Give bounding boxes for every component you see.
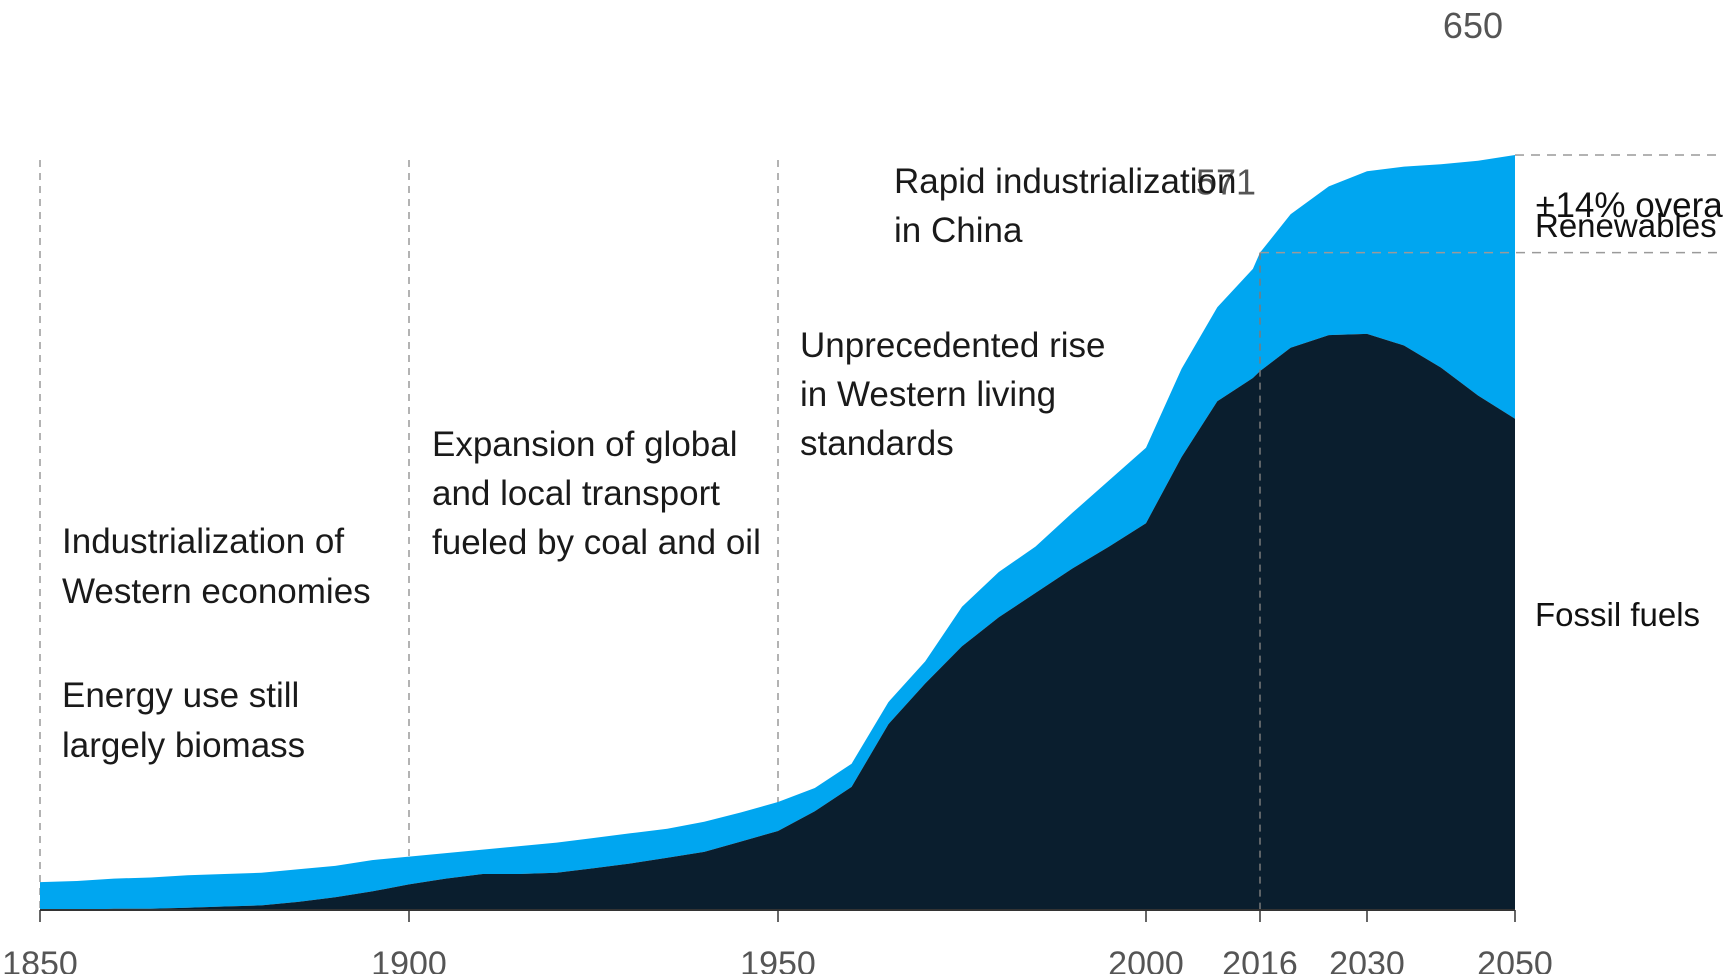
- x-tick-label-2016: 2016: [1222, 945, 1298, 974]
- annotation-unprecedented-rise: Unprecedented rise in Western living stand…: [800, 326, 1105, 463]
- area-fossil-fuels: [40, 333, 1515, 910]
- era-dividers: [39, 160, 779, 910]
- x-tick-label-2030: 2030: [1329, 945, 1405, 974]
- x-axis: 1850 1900 1950 2000 2016 2030 2050: [2, 909, 1553, 974]
- x-tick-label-1900: 1900: [371, 945, 447, 974]
- annotation-line: fueled by coal and oil: [432, 523, 761, 562]
- annotations: Industrialization of Western economies Ene…: [62, 162, 1236, 765]
- total-guides: [1259, 154, 1723, 910]
- annotation-line: Rapid industrialization: [894, 162, 1236, 201]
- annotation-line: Unprecedented rise: [800, 326, 1105, 365]
- total-label-2016: 571: [1196, 162, 1256, 203]
- total-value-labels: 571 650: [1196, 5, 1503, 203]
- annotation-expansion-of-global: Expansion of global and local transport fu…: [432, 425, 761, 562]
- annotation-line: in China: [894, 211, 1023, 250]
- change-label: +14% overall: [1535, 186, 1723, 225]
- x-tick-label-2000: 2000: [1108, 945, 1184, 974]
- annotation-line: Industrialization of: [62, 522, 344, 561]
- stacked-areas: [40, 155, 1515, 910]
- annotation-line: Energy use still: [62, 676, 299, 715]
- series-label-renewables: Renewables: [1535, 207, 1717, 244]
- annotation-industrialization-of: Industrialization of Western economies: [62, 522, 371, 611]
- annotation-line: standards: [800, 424, 954, 463]
- annotation-line: and local transport: [432, 474, 720, 513]
- annotation-line: Western economies: [62, 572, 371, 611]
- total-label-2050: 650: [1443, 5, 1503, 46]
- x-tick-label-1950: 1950: [740, 945, 816, 974]
- annotation-rapid-industrialization: Rapid industrialization in China: [894, 162, 1236, 250]
- annotation-line: in Western living: [800, 375, 1056, 414]
- annotation-energy-use-still: Energy use still largely biomass: [62, 676, 305, 765]
- annotation-line: Expansion of global: [432, 425, 738, 464]
- series-label-fossil-fuels: Fossil fuels: [1535, 596, 1700, 633]
- area-renewables: [40, 155, 1515, 910]
- annotation-line: largely biomass: [62, 726, 305, 765]
- x-tick-label-2050: 2050: [1477, 945, 1553, 974]
- x-tick-label-1850: 1850: [2, 945, 78, 974]
